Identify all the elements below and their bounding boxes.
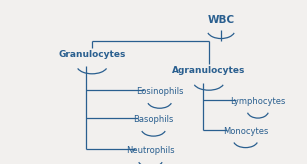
Text: Granulocytes: Granulocytes (58, 50, 126, 59)
Text: Lymphocytes: Lymphocytes (230, 97, 286, 106)
Text: Agranulocytes: Agranulocytes (172, 66, 246, 75)
Text: Basophils: Basophils (133, 115, 174, 124)
Text: WBC: WBC (208, 15, 235, 25)
Text: Neutrophils: Neutrophils (126, 146, 175, 155)
Text: Eosinophils: Eosinophils (136, 87, 183, 96)
Text: Monocytes: Monocytes (223, 127, 268, 136)
